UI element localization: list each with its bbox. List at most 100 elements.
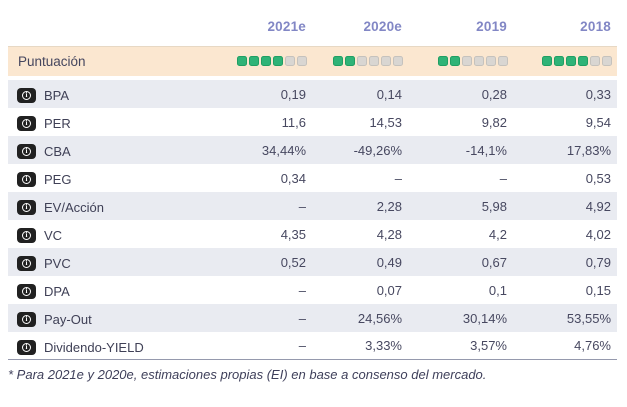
rating-cell xyxy=(408,46,513,80)
rating-square-filled-icon xyxy=(554,56,564,66)
metric-value: – xyxy=(216,304,312,332)
metric-label: Dividendo-YIELD xyxy=(44,339,144,355)
rating-square-empty-icon xyxy=(590,56,600,66)
rating-square-empty-icon xyxy=(486,56,496,66)
rating-square-empty-icon xyxy=(474,56,484,66)
metric-value: – xyxy=(216,192,312,220)
valuation-metrics-table: 2021e 2020e 2019 2018 Puntuación i BPA xyxy=(8,0,617,360)
rating-square-empty-icon xyxy=(297,56,307,66)
table-row: i Dividendo-YIELD – 3,33% 3,57% 4,76% xyxy=(8,332,617,360)
year-header-row: 2021e 2020e 2019 2018 xyxy=(8,0,617,46)
rating-square-filled-icon xyxy=(237,56,247,66)
metric-label: DPA xyxy=(44,284,70,299)
rating-square-filled-icon xyxy=(261,56,271,66)
metric-value: 17,83% xyxy=(513,136,617,164)
info-icon[interactable]: i xyxy=(17,256,36,271)
metric-value: 9,54 xyxy=(513,108,617,136)
footnote: * Para 2021e y 2020e, estimaciones propi… xyxy=(8,367,487,382)
metric-label: PEG xyxy=(44,172,72,187)
table-row: i EV/Acción – 2,28 5,98 4,92 xyxy=(8,192,617,220)
rating-square-empty-icon xyxy=(498,56,508,66)
metric-label: VC xyxy=(44,228,63,243)
rating-square-empty-icon xyxy=(462,56,472,66)
metric-value: 14,53 xyxy=(312,108,408,136)
header-spacer xyxy=(8,0,216,46)
rating-cell xyxy=(216,46,312,80)
metric-value: 0,28 xyxy=(408,80,513,108)
table-row: i PVC 0,52 0,49 0,67 0,79 xyxy=(8,248,617,276)
rating-square-empty-icon xyxy=(357,56,367,66)
column-header-2018: 2018 xyxy=(580,18,611,34)
rating-squares xyxy=(333,56,403,66)
metric-value: – xyxy=(312,164,408,192)
metric-value: 0,52 xyxy=(216,248,312,276)
table-row: i Pay-Out – 24,56% 30,14% 53,55% xyxy=(8,304,617,332)
metric-value: – xyxy=(216,332,312,360)
table-row: i DPA – 0,07 0,1 0,15 xyxy=(8,276,617,304)
metric-value: -14,1% xyxy=(408,136,513,164)
info-icon[interactable]: i xyxy=(17,200,36,215)
metric-value: 0,15 xyxy=(513,276,617,304)
metric-label: PVC xyxy=(44,256,71,271)
table-row: i CBA 34,44% -49,26% -14,1% 17,83% xyxy=(8,136,617,164)
score-row: Puntuación xyxy=(8,46,617,80)
rating-squares xyxy=(542,56,612,66)
rating-square-empty-icon xyxy=(393,56,403,66)
rating-square-empty-icon xyxy=(602,56,612,66)
rating-square-empty-icon xyxy=(381,56,391,66)
info-icon[interactable]: i xyxy=(17,144,36,159)
rating-square-empty-icon xyxy=(285,56,295,66)
column-header-2020e: 2020e xyxy=(363,18,402,34)
metric-value: 24,56% xyxy=(312,304,408,332)
metric-value: 3,33% xyxy=(312,332,408,360)
metric-value: 30,14% xyxy=(408,304,513,332)
metric-value: 11,6 xyxy=(216,108,312,136)
metric-value: 0,67 xyxy=(408,248,513,276)
rating-square-empty-icon xyxy=(369,56,379,66)
table-row: i VC 4,35 4,28 4,2 4,02 xyxy=(8,220,617,248)
rating-square-filled-icon xyxy=(345,56,355,66)
info-icon[interactable]: i xyxy=(17,339,36,355)
metric-label: Pay-Out xyxy=(44,312,92,327)
metric-label: CBA xyxy=(44,144,71,159)
info-icon[interactable]: i xyxy=(17,172,36,187)
metric-value: 0,33 xyxy=(513,80,617,108)
rating-square-filled-icon xyxy=(578,56,588,66)
table-row: i PEG 0,34 – – 0,53 xyxy=(8,164,617,192)
metric-value: – xyxy=(408,164,513,192)
metric-value: 4,76% xyxy=(513,332,617,360)
info-icon[interactable]: i xyxy=(17,88,36,103)
column-header-2019: 2019 xyxy=(476,18,507,34)
metrics-table-panel: 2021e 2020e 2019 2018 Puntuación i BPA xyxy=(8,0,617,382)
metric-value: 4,28 xyxy=(312,220,408,248)
metric-value: 5,98 xyxy=(408,192,513,220)
table-row: i PER 11,6 14,53 9,82 9,54 xyxy=(8,108,617,136)
metric-value: – xyxy=(216,276,312,304)
metric-value: 53,55% xyxy=(513,304,617,332)
rating-square-filled-icon xyxy=(438,56,448,66)
rating-square-filled-icon xyxy=(249,56,259,66)
info-icon[interactable]: i xyxy=(17,116,36,131)
info-icon[interactable]: i xyxy=(17,228,36,243)
metric-value: 0,07 xyxy=(312,276,408,304)
score-row-label: Puntuación xyxy=(8,46,216,80)
metric-value: 0,49 xyxy=(312,248,408,276)
rating-cell xyxy=(312,46,408,80)
metric-value: 4,35 xyxy=(216,220,312,248)
info-icon[interactable]: i xyxy=(17,284,36,299)
metric-value: 4,92 xyxy=(513,192,617,220)
column-header-2021e: 2021e xyxy=(267,18,306,34)
metric-value: 3,57% xyxy=(408,332,513,360)
rating-squares xyxy=(237,56,307,66)
table-row: i BPA 0,19 0,14 0,28 0,33 xyxy=(8,80,617,108)
metric-value: 4,2 xyxy=(408,220,513,248)
metric-value: 0,14 xyxy=(312,80,408,108)
metric-label: EV/Acción xyxy=(44,200,104,215)
metric-value: 0,1 xyxy=(408,276,513,304)
rating-cell xyxy=(513,46,617,80)
metric-label: BPA xyxy=(44,88,70,103)
rating-squares xyxy=(438,56,508,66)
info-icon[interactable]: i xyxy=(17,312,36,327)
rating-square-filled-icon xyxy=(566,56,576,66)
metric-value: 34,44% xyxy=(216,136,312,164)
